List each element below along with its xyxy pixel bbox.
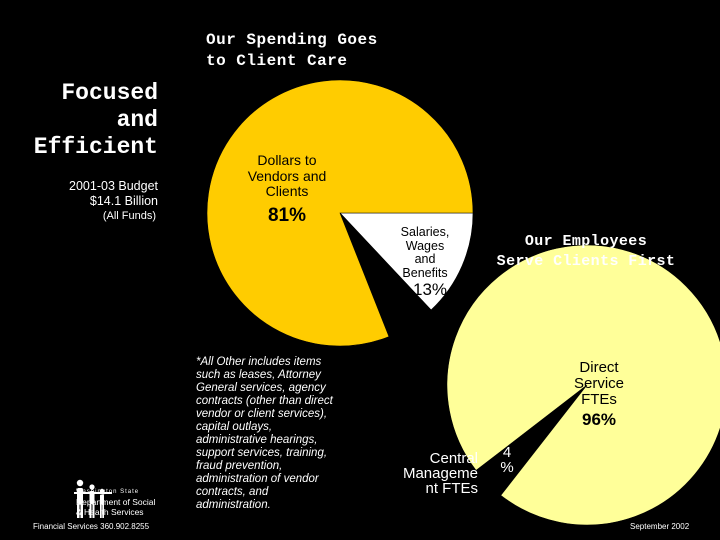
side-title-line2: and — [20, 107, 158, 134]
logo-health-text: & Health Services — [76, 507, 156, 517]
slice-label-vendors-line3: Clients — [266, 183, 309, 199]
employees-title-line1: Our Employees — [488, 232, 684, 252]
side-title-line1: Focused — [20, 80, 158, 107]
page-title-line1: Our Spending Goes — [206, 30, 436, 51]
slice-label-vendors-line2: Vendors and — [248, 168, 327, 184]
employees-title: Our Employees Serve Clients First — [488, 232, 684, 272]
slice-label-vendors-line1: Dollars to — [257, 152, 316, 168]
side-title-line3: Efficient — [20, 134, 158, 161]
slice-label-salaries-line4: Benefits — [402, 266, 447, 280]
slice-value-direct: 96% — [582, 410, 616, 429]
slice-value-central-line2: % — [500, 459, 513, 476]
employees-title-line2: Serve Clients First — [488, 252, 684, 272]
page-title: Our Spending Goes to Client Care — [206, 30, 436, 72]
spending-pie — [207, 80, 473, 346]
budget-funds-note: (All Funds) — [20, 210, 156, 222]
slice-label-direct-line3: FTEs — [581, 391, 617, 408]
slice-label-direct-line1: Direct — [579, 359, 619, 376]
slice-label-salaries-line2: Wages — [406, 239, 444, 253]
budget-period: 2001-03 Budget — [20, 179, 158, 193]
slice-label-central-line3: nt FTEs — [425, 480, 478, 497]
slice-value-vendors: 81% — [268, 205, 306, 226]
all-other-footnote: *All Other includes items such as leases… — [196, 356, 346, 512]
logo-dept-text: Department of Social — [76, 497, 156, 507]
footer-date: September 2002 — [630, 522, 710, 531]
side-title: Focused and Efficient — [20, 80, 158, 161]
slice-label-other-line2: Other* — [380, 296, 413, 308]
dshs-logo-text: Washington State Department of Social & … — [76, 487, 156, 517]
slice-value-salaries: 13% — [413, 280, 447, 299]
slice-label-direct-line2: Service — [574, 375, 624, 392]
slice-label-salaries-line1: Salaries, — [401, 225, 450, 239]
slice-value-other: 6% — [397, 312, 420, 329]
page-title-line2: to Client Care — [206, 51, 436, 72]
logo-state-text: Washington State — [76, 487, 156, 497]
slice-label-salaries-line3: and — [415, 252, 436, 266]
footer-contact: Financial Services 360.902.8255 — [33, 522, 149, 531]
budget-amount: $14.1 Billion — [20, 194, 158, 208]
